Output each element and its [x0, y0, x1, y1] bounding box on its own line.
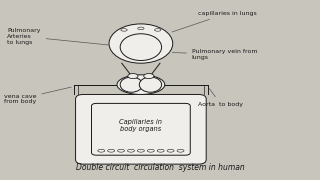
FancyBboxPatch shape [76, 94, 206, 164]
Text: vena cave
from body: vena cave from body [4, 87, 71, 104]
Ellipse shape [144, 74, 154, 78]
Ellipse shape [117, 75, 165, 94]
Ellipse shape [109, 24, 173, 63]
Ellipse shape [120, 77, 142, 92]
Text: Capillaries in
body organs: Capillaries in body organs [119, 119, 162, 132]
Ellipse shape [120, 34, 162, 60]
Text: Aorta  to body: Aorta to body [198, 89, 243, 107]
Text: capillaries in lungs: capillaries in lungs [172, 11, 257, 32]
Ellipse shape [139, 77, 162, 92]
Text: Pulmonary
Arteries
to lungs: Pulmonary Arteries to lungs [7, 28, 109, 45]
Ellipse shape [128, 74, 138, 78]
FancyBboxPatch shape [92, 103, 190, 155]
Text: Pulmonary vein from
lungs: Pulmonary vein from lungs [172, 49, 257, 60]
Text: Double circuit  circulation  system in human: Double circuit circulation system in hum… [76, 163, 244, 172]
